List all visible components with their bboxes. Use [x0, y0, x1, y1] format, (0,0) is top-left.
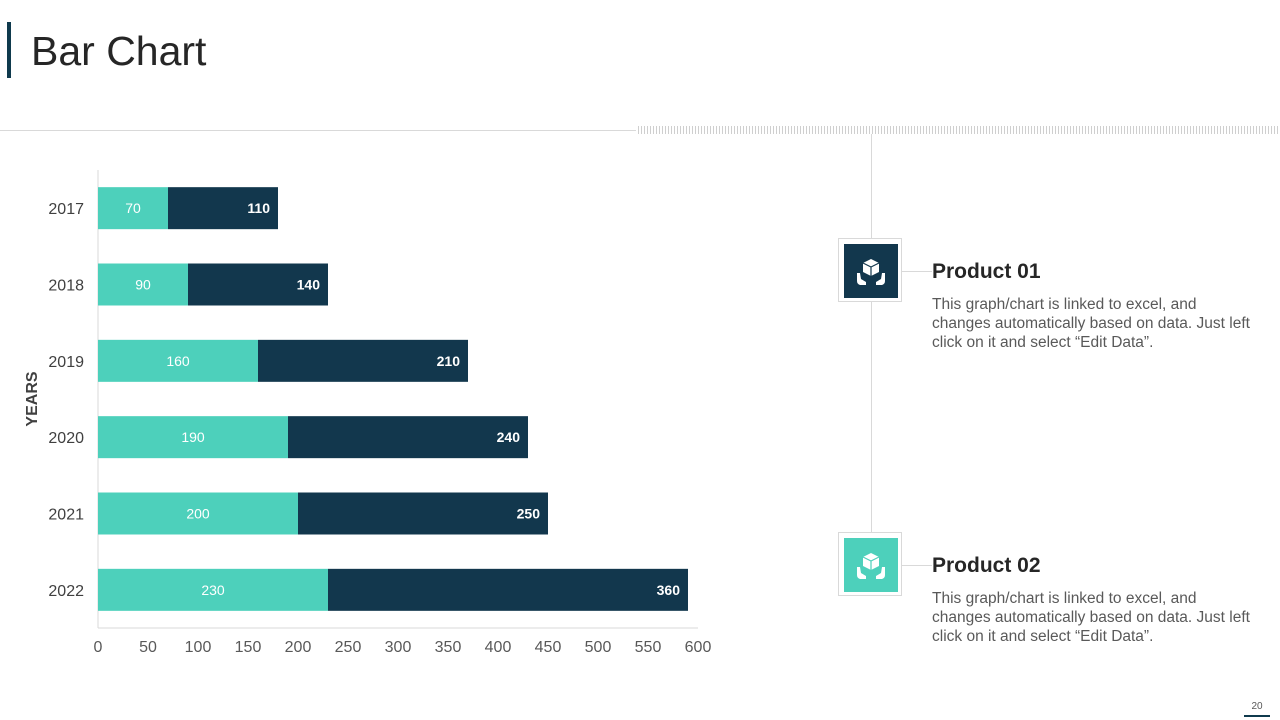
- header-hatch-divider: [638, 126, 1280, 134]
- x-tick-label: 550: [635, 639, 662, 656]
- y-tick-label: 2020: [48, 430, 84, 447]
- bar-segment-product-01: [98, 263, 188, 306]
- legend-icon-box-1: [838, 238, 902, 302]
- legend-title-1: Product 01: [932, 260, 1041, 283]
- x-tick-label: 450: [535, 639, 562, 656]
- data-label-product-01: 200: [186, 506, 210, 522]
- x-tick-label: 500: [585, 639, 612, 656]
- x-tick-label: 400: [485, 639, 512, 656]
- bar-segment-product-02: [288, 416, 528, 459]
- y-tick-label: 2017: [48, 201, 84, 218]
- y-axis-title: YEARS: [24, 371, 41, 426]
- bar-segment-product-01: [98, 568, 328, 611]
- page-number: 20: [1251, 701, 1263, 712]
- x-tick-label: 150: [235, 639, 262, 656]
- page-title: Bar Chart: [31, 28, 207, 74]
- x-tick-label: 200: [285, 639, 312, 656]
- legend-title-2: Product 02: [932, 554, 1041, 577]
- y-tick-label: 2019: [48, 354, 84, 371]
- bar-chart: 0 50 100 150 200 250 300 350 400 450 500 550 600 YEAR…: [24, 170, 712, 656]
- page-number-underline: [1244, 715, 1270, 717]
- x-tick-label: 350: [435, 639, 462, 656]
- data-label-product-01: 160: [166, 353, 190, 369]
- data-label-product-02: 240: [497, 429, 521, 445]
- x-tick-label: 600: [685, 639, 712, 656]
- y-tick-label: 2021: [48, 507, 84, 524]
- data-label-product-01: 70: [125, 200, 141, 216]
- bar-segment-product-01: [98, 187, 168, 230]
- bar-segment-product-02: [168, 187, 278, 230]
- x-tick-label: 100: [185, 639, 212, 656]
- data-label-product-02: 210: [437, 353, 461, 369]
- bar-segment-product-01: [98, 339, 258, 382]
- bar-segment-product-02: [258, 339, 468, 382]
- legend-connector-1: [902, 271, 932, 272]
- bar-segment-product-01: [98, 492, 298, 535]
- title-accent-bar: [7, 22, 11, 78]
- legend-description-2: This graph/chart is linked to excel, and…: [932, 590, 1250, 645]
- data-label-product-01: 90: [135, 277, 151, 293]
- legend-description-1: This graph/chart is linked to excel, and…: [932, 296, 1250, 351]
- box-in-hands-icon: [844, 244, 898, 298]
- y-tick-label: 2022: [48, 583, 84, 600]
- data-label-product-01: 230: [201, 582, 225, 598]
- data-label-product-02: 140: [297, 277, 321, 293]
- bar-segment-product-02: [328, 568, 688, 611]
- data-label-product-01: 190: [181, 429, 205, 445]
- data-label-product-02: 110: [247, 200, 270, 216]
- x-tick-label: 250: [335, 639, 362, 656]
- x-tick-label: 300: [385, 639, 412, 656]
- y-tick-label: 2018: [48, 278, 84, 295]
- x-tick-label: 0: [94, 639, 103, 656]
- bar-segment-product-02: [188, 263, 328, 306]
- data-label-product-02: 250: [517, 506, 541, 522]
- legend-icon-box-2: [838, 532, 902, 596]
- legend-connector-2: [902, 565, 932, 566]
- data-label-product-02: 360: [657, 582, 681, 598]
- bar-segment-product-02: [298, 492, 548, 535]
- bar-segment-product-01: [98, 416, 288, 459]
- header-divider: [0, 130, 636, 131]
- legend-connector-line: [871, 134, 872, 574]
- x-tick-label: 50: [139, 639, 157, 656]
- box-in-hands-icon: [844, 538, 898, 592]
